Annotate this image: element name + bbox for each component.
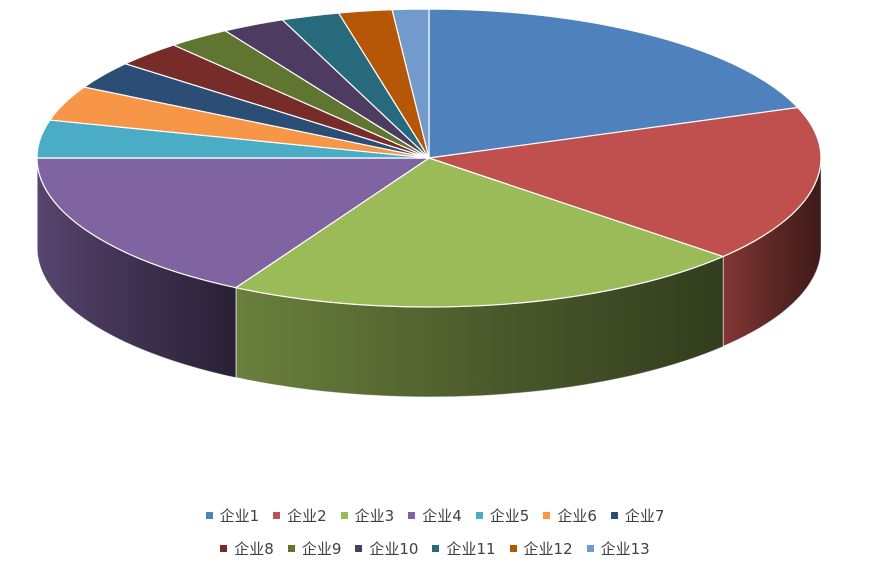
legend-item-11: 企业11 xyxy=(432,538,496,559)
legend-item-10: 企业10 xyxy=(355,538,418,559)
legend-swatch xyxy=(220,545,228,552)
pie-slice-4 xyxy=(36,157,431,289)
legend-swatch xyxy=(287,545,295,552)
legend-item-4: 企业4 xyxy=(408,505,462,526)
legend-swatch xyxy=(509,545,517,552)
legend-label: 企业5 xyxy=(489,507,530,525)
legend-item-8: 企业8 xyxy=(220,538,274,559)
legend-item-5: 企业5 xyxy=(475,505,530,526)
legend-swatch xyxy=(610,512,618,519)
legend-label: 企业9 xyxy=(301,540,342,558)
legend: 企业1 企业2 企业3 企业4 企业5 企业6 企业7 xyxy=(0,505,870,526)
legend-label: 企业4 xyxy=(422,507,462,525)
pie-chart xyxy=(36,8,822,398)
legend-swatch xyxy=(408,512,416,519)
legend-swatch xyxy=(586,545,594,552)
legend-swatch xyxy=(543,512,551,519)
pie-slice-side-shade-2 xyxy=(723,158,821,347)
legend-swatch xyxy=(273,512,281,519)
legend-item-12: 企业12 xyxy=(509,538,573,559)
legend-item-1: 企业1 xyxy=(205,505,260,526)
legend-swatch xyxy=(432,545,440,552)
legend-item-9: 企业9 xyxy=(287,538,342,559)
legend-label: 企业10 xyxy=(369,540,419,558)
legend-label: 企业12 xyxy=(523,540,573,558)
pie-slice-1 xyxy=(428,8,800,159)
pie-slice-side-shade-3 xyxy=(235,256,724,397)
pie-slice-3 xyxy=(234,157,725,308)
legend-swatch xyxy=(340,512,348,519)
legend-label: 企业8 xyxy=(234,540,274,558)
legend-item-7: 企业7 xyxy=(610,505,665,526)
legend-label: 企业2 xyxy=(287,507,327,525)
pie-slice-13 xyxy=(391,8,430,159)
legend-label: 企业3 xyxy=(354,507,395,525)
legend-item-6: 企业6 xyxy=(543,505,597,526)
legend-label: 企业6 xyxy=(557,507,597,525)
legend-item-2: 企业2 xyxy=(273,505,327,526)
legend: 企业8 企业9 企业10 企业11 企业12 企业13 xyxy=(0,538,870,559)
legend-item-3: 企业3 xyxy=(340,505,395,526)
pie-slice-side-shade-4 xyxy=(37,158,236,378)
legend-label: 企业13 xyxy=(600,540,650,558)
legend-swatch xyxy=(355,545,363,552)
legend-swatch xyxy=(205,512,213,519)
legend-item-13: 企业13 xyxy=(586,538,650,559)
legend-label: 企业7 xyxy=(624,507,665,525)
legend-label: 企业11 xyxy=(446,540,496,558)
pie-sides xyxy=(36,157,822,398)
legend-swatch xyxy=(475,512,483,519)
pie-slices xyxy=(36,8,822,308)
pie-slice-2 xyxy=(428,106,822,258)
legend-label: 企业1 xyxy=(219,507,260,525)
